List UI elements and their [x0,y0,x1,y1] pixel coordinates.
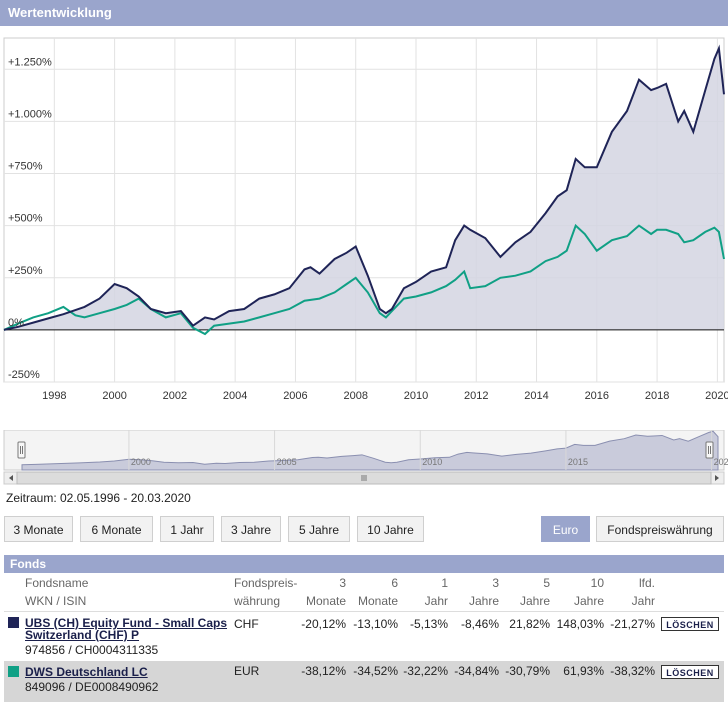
range-button-3-monate[interactable]: 3 Monate [4,516,73,542]
zeitraum-label: Zeitraum: 02.05.1996 - 20.03.2020 [6,491,191,505]
range-button-3-jahre[interactable]: 3 Jahre [221,516,281,542]
perf-value: -34,84% [454,664,499,678]
currency-button-fondspreiswaehrung[interactable]: Fondspreiswährung [596,516,724,542]
perf-value: -8,46% [460,617,499,631]
navigator-tick-label: 2010 [422,457,442,467]
header-period-1j-unit: Jahr [424,594,448,608]
y-tick-label: 0% [8,317,24,329]
header-period-lfd: lfd. [638,576,655,590]
fund-name-link[interactable]: UBS (CH) Equity Fund - Small Caps [25,616,228,630]
series-line-dws [3,223,725,336]
x-tick-label: 1998 [42,390,66,402]
navigator-tick-label: 2015 [568,457,588,467]
x-tick-label: 2000 [102,390,126,402]
table-row [4,661,724,702]
perf-value: -30,79% [505,664,550,678]
perf-value: -38,12% [301,664,346,678]
header-period-3j: 3 [492,576,499,590]
header-fondspreis: Fondspreis- [234,576,298,590]
header-period-6m-unit: Monate [357,594,398,608]
perf-value: 21,82% [509,617,550,631]
header-period-5j: 5 [543,576,550,590]
header-period-10j: 10 [590,576,604,590]
header-period-1j: 1 [441,576,448,590]
range-navigator[interactable]: 2000 2005 2010 2015 2020 [0,430,728,486]
x-axis-band [4,382,724,402]
navigator-tick-label: 2005 [277,457,297,467]
x-tick-label: 2016 [585,390,609,402]
header-period-5j-unit: Jahre [519,594,550,608]
navigator-series [21,430,719,471]
perf-value: -13,10% [353,617,398,631]
header-period-6m: 6 [391,576,398,590]
x-tick-label: 2014 [524,390,548,402]
header-period-lfd-unit: Jahr [631,594,655,608]
perf-value: -20,12% [301,617,346,631]
delete-button[interactable]: LÖSCHEN [661,665,719,679]
x-tick-label: 2002 [163,390,187,402]
header-waehrung: währung [234,594,281,608]
perf-value: -38,32% [610,664,655,678]
arrow-left-icon[interactable] [9,475,13,481]
header-period-3j-unit: Jahre [468,594,499,608]
series-color-swatch [8,666,19,677]
fonds-section-title: Fonds [4,555,724,573]
x-tick-label: 2008 [343,390,367,402]
delete-button[interactable]: LÖSCHEN [661,617,719,631]
y-tick-label: -250% [8,369,40,381]
fund-id: 849096 / DE0008490962 [25,680,159,694]
navigator-handle[interactable] [705,441,714,459]
x-tick-label: 2004 [223,390,247,402]
y-tick-label: +1.000% [8,108,52,120]
fund-currency: CHF [234,617,259,631]
fund-name-link[interactable]: DWS Deutschland LC [25,665,148,679]
header-period-10j-unit: Jahre [573,594,604,608]
perf-value: 148,03% [556,617,604,631]
range-button-6-monate[interactable]: 6 Monate [80,516,153,542]
performance-chart: +1.250% +1.000% +750% +500% +250% 0% -250%1998… [3,37,728,402]
x-tick-label: 2012 [464,390,488,402]
x-tick-label: 2020 [705,390,728,402]
perf-value: -5,13% [409,617,448,631]
x-tick-label: 2006 [283,390,307,402]
perf-value: -21,27% [610,617,655,631]
y-tick-label: +1.250% [8,56,52,68]
y-tick-label: +750% [8,161,43,173]
range-button-1-jahr[interactable]: 1 Jahr [160,516,214,542]
perf-value: 61,93% [563,664,604,678]
header-period-3m: 3 [339,576,346,590]
range-button-5-jahre[interactable]: 5 Jahre [288,516,350,542]
navigator-tick-label: 2020 [714,457,728,467]
header-period-3m-unit: Monate [305,594,346,608]
header-wkn-isin: WKN / ISIN [25,594,87,608]
perf-value: -32,22% [403,664,448,678]
navigator-tick-label: 2000 [131,457,151,467]
fund-currency: EUR [234,664,260,678]
range-button-10-jahre[interactable]: 10 Jahre [357,516,424,542]
panel-title: Wertentwicklung [0,0,728,26]
x-tick-label: 2010 [404,390,428,402]
table-row [4,611,724,662]
series-area-ubs [4,48,724,330]
series-line-ubs [3,44,725,331]
arrow-right-icon[interactable] [715,475,719,481]
series-color-swatch [8,617,19,628]
y-tick-label: +500% [8,213,43,225]
navigator-handle[interactable] [17,441,26,459]
y-tick-label: +250% [8,265,43,277]
fund-id: 974856 / CH0004311335 [25,643,159,657]
x-tick-label: 2018 [645,390,669,402]
currency-button-euro[interactable]: Euro [541,516,590,542]
perf-value: -34,52% [353,664,398,678]
fund-name-link-line2[interactable]: Switzerland (CHF) P [25,628,140,642]
header-fondsname: Fondsname [25,576,89,590]
